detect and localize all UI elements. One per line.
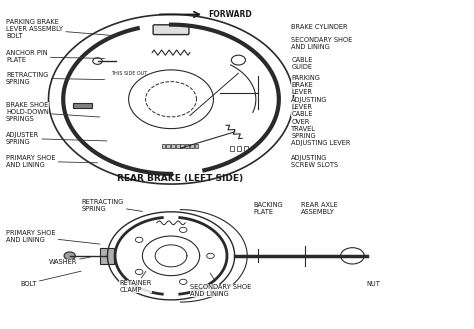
Text: ADJUSTER
SPRING: ADJUSTER SPRING (6, 132, 107, 145)
Bar (171, 144, 175, 147)
Text: ANCHOR PIN
PLATE: ANCHOR PIN PLATE (6, 50, 105, 63)
Text: ADJUSTING LEVER: ADJUSTING LEVER (291, 140, 351, 146)
Text: PRIMARY SHOE
AND LINING: PRIMARY SHOE AND LINING (6, 155, 98, 168)
Bar (162, 144, 165, 147)
Bar (176, 144, 180, 147)
Text: ADJUSTING
LEVER
CABLE: ADJUSTING LEVER CABLE (291, 97, 328, 117)
Text: BACKING
PLATE: BACKING PLATE (254, 202, 283, 215)
Text: PARKING BRAKE
LEVER ASSEMBLY
BOLT: PARKING BRAKE LEVER ASSEMBLY BOLT (6, 19, 112, 39)
Bar (244, 146, 248, 151)
Bar (185, 144, 189, 147)
Text: REAR AXLE
ASSEMBLY: REAR AXLE ASSEMBLY (301, 202, 337, 215)
Text: CABLE
GUIDE: CABLE GUIDE (291, 57, 312, 70)
Circle shape (64, 252, 75, 260)
Bar (237, 146, 241, 151)
Bar (73, 103, 92, 108)
Text: RETRACTING
SPRING: RETRACTING SPRING (6, 71, 105, 85)
Bar (100, 248, 115, 264)
Text: THIS SIDE OUT: THIS SIDE OUT (110, 71, 146, 76)
Text: BOLT: BOLT (20, 271, 81, 287)
Text: WASHER: WASHER (48, 257, 91, 266)
Bar (230, 146, 234, 151)
Bar (195, 144, 198, 147)
Text: PARKING
BRAKE
LEVER: PARKING BRAKE LEVER (291, 75, 320, 94)
Text: SECONDARY SHOE
AND LINING: SECONDARY SHOE AND LINING (190, 273, 251, 297)
Text: RETRACTING
SPRING: RETRACTING SPRING (82, 199, 142, 212)
Text: BRAKE SHOE
HOLD-DOWN
SPRINGS: BRAKE SHOE HOLD-DOWN SPRINGS (6, 102, 100, 122)
Text: REAR BRAKE (LEFT SIDE): REAR BRAKE (LEFT SIDE) (118, 174, 244, 183)
Text: BRAKE CYLINDER: BRAKE CYLINDER (291, 24, 348, 31)
Bar (190, 144, 194, 147)
Text: RETAINER
CLAMP: RETAINER CLAMP (119, 271, 152, 293)
Text: PRIMARY SHOE
AND LINING: PRIMARY SHOE AND LINING (6, 230, 100, 244)
Text: ADJUSTING
SCREW SLOTS: ADJUSTING SCREW SLOTS (291, 155, 338, 168)
Bar (166, 144, 170, 147)
Text: OVER
TRAVEL
SPRING: OVER TRAVEL SPRING (291, 119, 316, 139)
Text: SECONDARY SHOE
AND LINING: SECONDARY SHOE AND LINING (291, 37, 353, 50)
Text: NUT: NUT (366, 281, 381, 287)
Bar (181, 144, 184, 147)
FancyBboxPatch shape (153, 25, 189, 35)
Text: FORWARD: FORWARD (209, 10, 253, 19)
